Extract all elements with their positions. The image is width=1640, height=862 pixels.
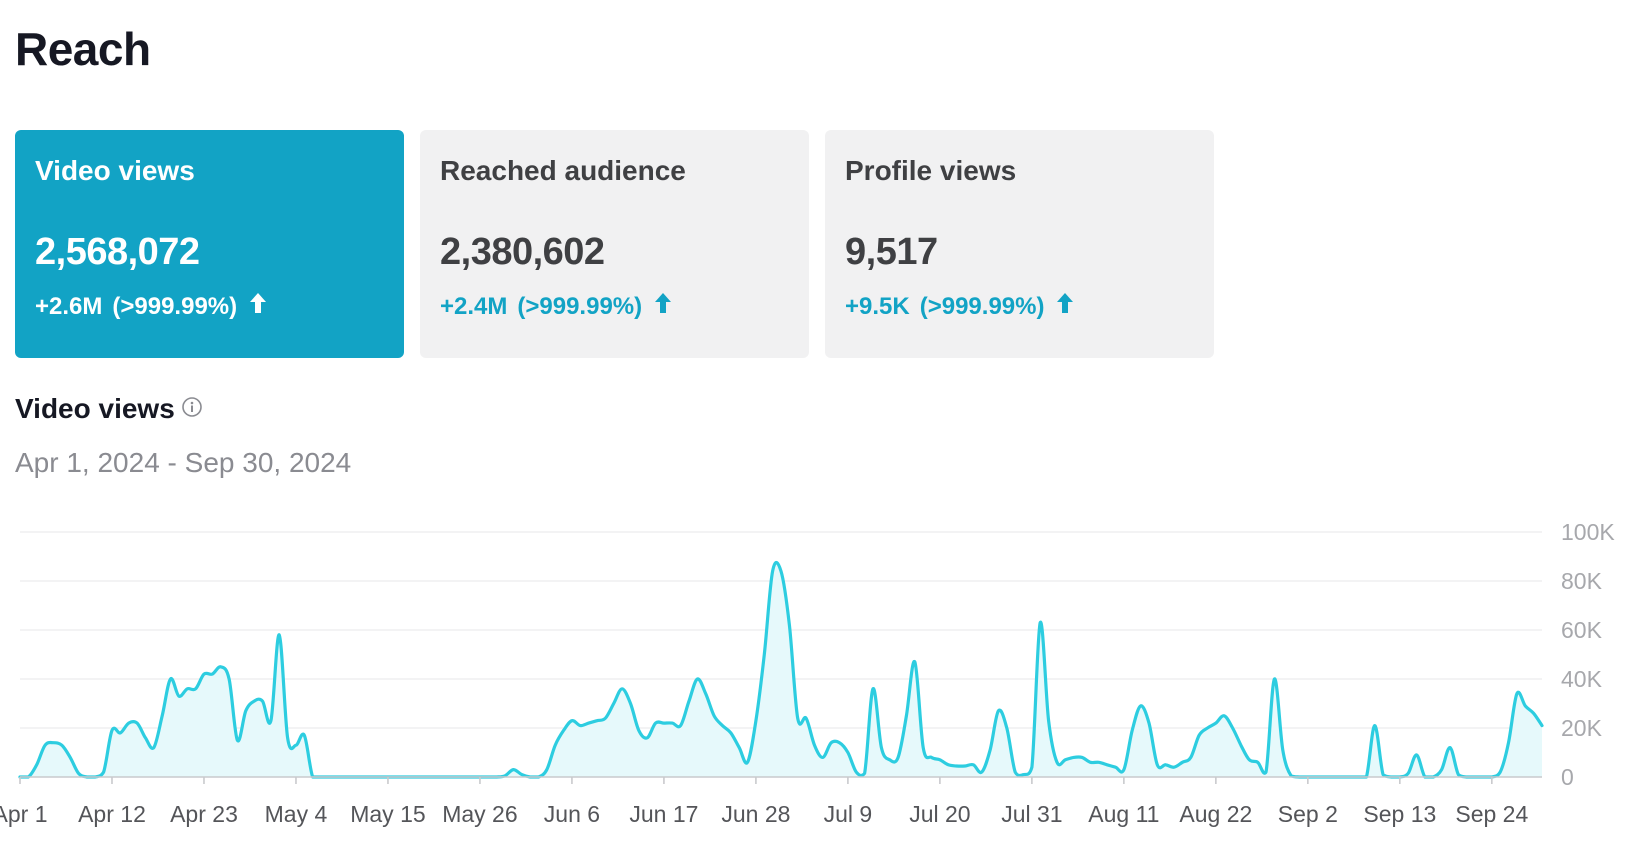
y-tick-label: 60K <box>1561 617 1603 643</box>
chart-line <box>18 561 1544 779</box>
x-tick-label: Jul 9 <box>824 801 873 827</box>
change-percent: (>999.99%) <box>517 292 643 320</box>
y-tick-label: 100K <box>1561 519 1615 545</box>
card-value: 9,517 <box>845 231 938 273</box>
change-percent: (>999.99%) <box>919 292 1045 320</box>
metric-cards: Video views 2,568,072 +2.6M (>999.99%) R… <box>15 130 1214 358</box>
arrow-up-icon <box>654 292 672 321</box>
y-tick-label: 0 <box>1561 764 1574 790</box>
x-tick-label: Jul 20 <box>909 801 970 827</box>
change-amount: +2.4M <box>440 292 508 320</box>
change-percent: (>999.99%) <box>112 292 238 320</box>
arrow-up-icon <box>249 292 267 321</box>
x-tick-label: Apr 12 <box>78 801 146 827</box>
card-change: +2.4M (>999.99%) <box>440 292 789 321</box>
x-tick-label: Sep 13 <box>1363 801 1436 827</box>
x-tick-label: May 4 <box>265 801 328 827</box>
change-amount: +9.5K <box>845 292 910 320</box>
chart-title: Video views <box>15 393 175 424</box>
x-tick-label: May 15 <box>350 801 425 827</box>
video-views-card[interactable]: Video views 2,568,072 +2.6M (>999.99%) <box>15 130 404 358</box>
x-axis: Apr 1 Apr 12 Apr 23 May 4 May 15 May 26 Jun 6 J… <box>0 776 1542 827</box>
card-change: +2.6M (>999.99%) <box>35 292 384 321</box>
x-tick-label: Aug 11 <box>1088 801 1159 827</box>
x-tick-label: Jun 17 <box>629 801 698 827</box>
series-area <box>20 562 1542 777</box>
profile-views-card[interactable]: Profile views 9,517 +9.5K (>999.99%) <box>825 130 1214 358</box>
video-views-chart: Apr 1 Apr 12 Apr 23 May 4 May 15 May 26 Jun 6 J… <box>0 519 1615 827</box>
series-line <box>18 561 1544 779</box>
x-tick-label: May 26 <box>442 801 517 827</box>
y-tick-label: 20K <box>1561 715 1603 741</box>
x-tick-label: Jun 6 <box>544 801 600 827</box>
chart-area <box>20 562 1542 777</box>
info-circle-icon[interactable] <box>181 393 203 425</box>
arrow-up-icon <box>1056 292 1074 321</box>
x-tick-label: Apr 23 <box>170 801 238 827</box>
card-title: Video views <box>35 155 195 186</box>
x-tick-label: Jun 28 <box>721 801 790 827</box>
card-title: Profile views <box>845 155 1017 186</box>
reached-audience-card[interactable]: Reached audience 2,380,602 +2.4M (>999.9… <box>420 130 809 358</box>
x-tick-label: Jul 31 <box>1001 801 1062 827</box>
card-value: 2,568,072 <box>35 231 200 273</box>
x-tick-label: Aug 22 <box>1179 801 1252 827</box>
y-tick-label: 80K <box>1561 568 1603 594</box>
x-tick-label: Apr 1 <box>0 801 47 827</box>
y-tick-label: 40K <box>1561 666 1603 692</box>
date-range: Apr 1, 2024 - Sep 30, 2024 <box>15 447 352 478</box>
x-tick-label: Sep 2 <box>1278 801 1338 827</box>
card-title: Reached audience <box>440 155 686 186</box>
x-tick-label: Sep 24 <box>1455 801 1528 827</box>
change-amount: +2.6M <box>35 292 103 320</box>
card-value: 2,380,602 <box>440 231 605 273</box>
page-title: Reach <box>15 23 151 75</box>
card-change: +9.5K (>999.99%) <box>845 292 1194 321</box>
y-axis: 0 20K 40K 60K 80K 100K <box>1561 519 1615 790</box>
chart-section-title: Video views <box>15 393 203 425</box>
